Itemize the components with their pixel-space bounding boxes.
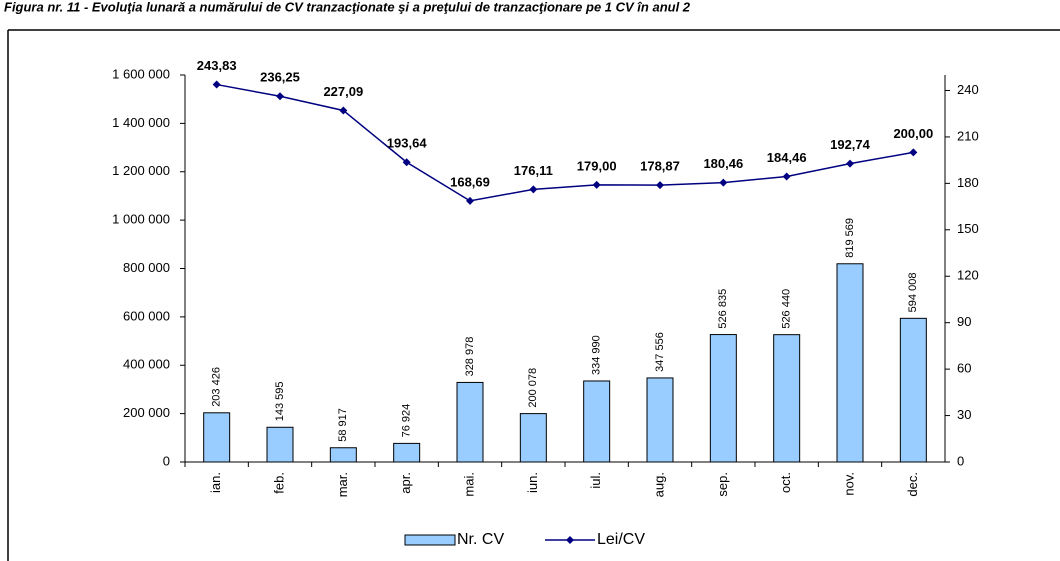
legend-label: Lei/CV (597, 531, 645, 548)
y2-tick-label: 210 (957, 128, 979, 143)
bar-value-label: 203 426 (211, 367, 223, 407)
line-point (529, 185, 538, 194)
line-point (466, 196, 474, 205)
y-tick-label: 1 200 000 (112, 163, 170, 178)
bar (583, 380, 611, 463)
y-tick-label: 200 000 (123, 405, 170, 420)
y2-tick-label: 0 (957, 453, 964, 468)
line-value-label: 227,09 (323, 84, 363, 99)
line-point (339, 106, 348, 115)
bar (899, 317, 927, 463)
bar (709, 334, 737, 463)
x-tick-label: iul. (588, 472, 603, 489)
y-tick-label: 0 (163, 453, 170, 468)
y-tick-label: 1 400 000 (112, 115, 170, 130)
line-value-label: 168,69 (450, 174, 490, 189)
line-value-label: 179,00 (577, 158, 617, 173)
x-tick-label: aug. (651, 472, 666, 497)
x-tick-label: sep. (715, 472, 730, 497)
line-value-label: 200,00 (893, 126, 933, 141)
line-point (402, 158, 411, 167)
line-value-label: 243,83 (197, 58, 237, 73)
x-tick-label: oct. (778, 472, 793, 493)
line-value-label: 236,25 (260, 70, 300, 85)
line-point (276, 92, 284, 101)
line-value-label: 176,11 (514, 163, 553, 178)
line-point (909, 148, 918, 157)
bar (646, 377, 674, 463)
bar-value-label: 819 569 (844, 218, 856, 258)
bar (836, 263, 864, 463)
bar-value-label: 58 917 (337, 408, 349, 442)
line-value-label: 192,74 (830, 137, 871, 152)
y-tick-label: 400 000 (123, 357, 170, 372)
bar (519, 413, 547, 463)
y-tick-label: 600 000 (123, 308, 170, 323)
y-tick-label: 800 000 (123, 260, 170, 275)
bar (456, 381, 484, 463)
bar-value-label: 200 078 (527, 368, 539, 408)
legend-swatch (404, 534, 456, 546)
bar-value-label: 334 990 (591, 335, 603, 375)
bar-value-label: 76 924 (401, 404, 413, 438)
bar (266, 426, 294, 463)
line-value-label: 184,46 (767, 150, 807, 165)
line-point (592, 180, 601, 189)
x-tick-label: mai. (461, 472, 476, 497)
bar-value-label: 347 556 (654, 332, 666, 372)
bar (329, 447, 357, 463)
bar-value-label: 143 595 (274, 382, 286, 422)
line (216, 83, 914, 202)
y2-tick-label: 30 (957, 407, 971, 422)
x-tick-label: iun. (525, 472, 540, 493)
x-tick-label: nov. (841, 472, 856, 496)
bar (773, 334, 801, 463)
line-point (212, 80, 221, 89)
legend-label: Nr. CV (457, 531, 504, 548)
line-value-label: 178,87 (640, 159, 680, 174)
bar-value-label: 526 835 (717, 289, 729, 329)
legend-marker (566, 536, 574, 544)
line-value-label: 180,46 (703, 156, 743, 171)
line-point (846, 159, 854, 168)
y-tick-label: 1 600 000 (112, 66, 170, 81)
x-tick-label: feb. (271, 472, 286, 494)
y2-tick-label: 120 (957, 268, 979, 283)
x-tick-label: ian. (208, 472, 223, 493)
chart-title: Figura nr. 11 - Evoluţia lunară a număru… (4, 0, 691, 14)
bar (393, 442, 421, 463)
line-point (719, 178, 728, 187)
line-point (656, 181, 664, 190)
y2-tick-label: 240 (957, 82, 979, 97)
y2-tick-label: 90 (957, 314, 971, 329)
bar (203, 412, 231, 463)
bar-value-label: 526 440 (781, 289, 793, 329)
y-tick-label: 1 000 000 (112, 212, 170, 227)
y2-tick-label: 180 (957, 175, 979, 190)
x-tick-label: apr. (398, 472, 413, 494)
x-tick-label: dec. (905, 472, 920, 497)
line-value-label: 193,64 (387, 136, 428, 151)
x-tick-label: mar. (335, 472, 350, 497)
line-point (782, 172, 791, 181)
y2-tick-label: 150 (957, 221, 979, 236)
bar-value-label: 594 008 (907, 273, 919, 313)
bar-value-label: 328 978 (464, 337, 476, 377)
y2-tick-label: 60 (957, 361, 971, 376)
